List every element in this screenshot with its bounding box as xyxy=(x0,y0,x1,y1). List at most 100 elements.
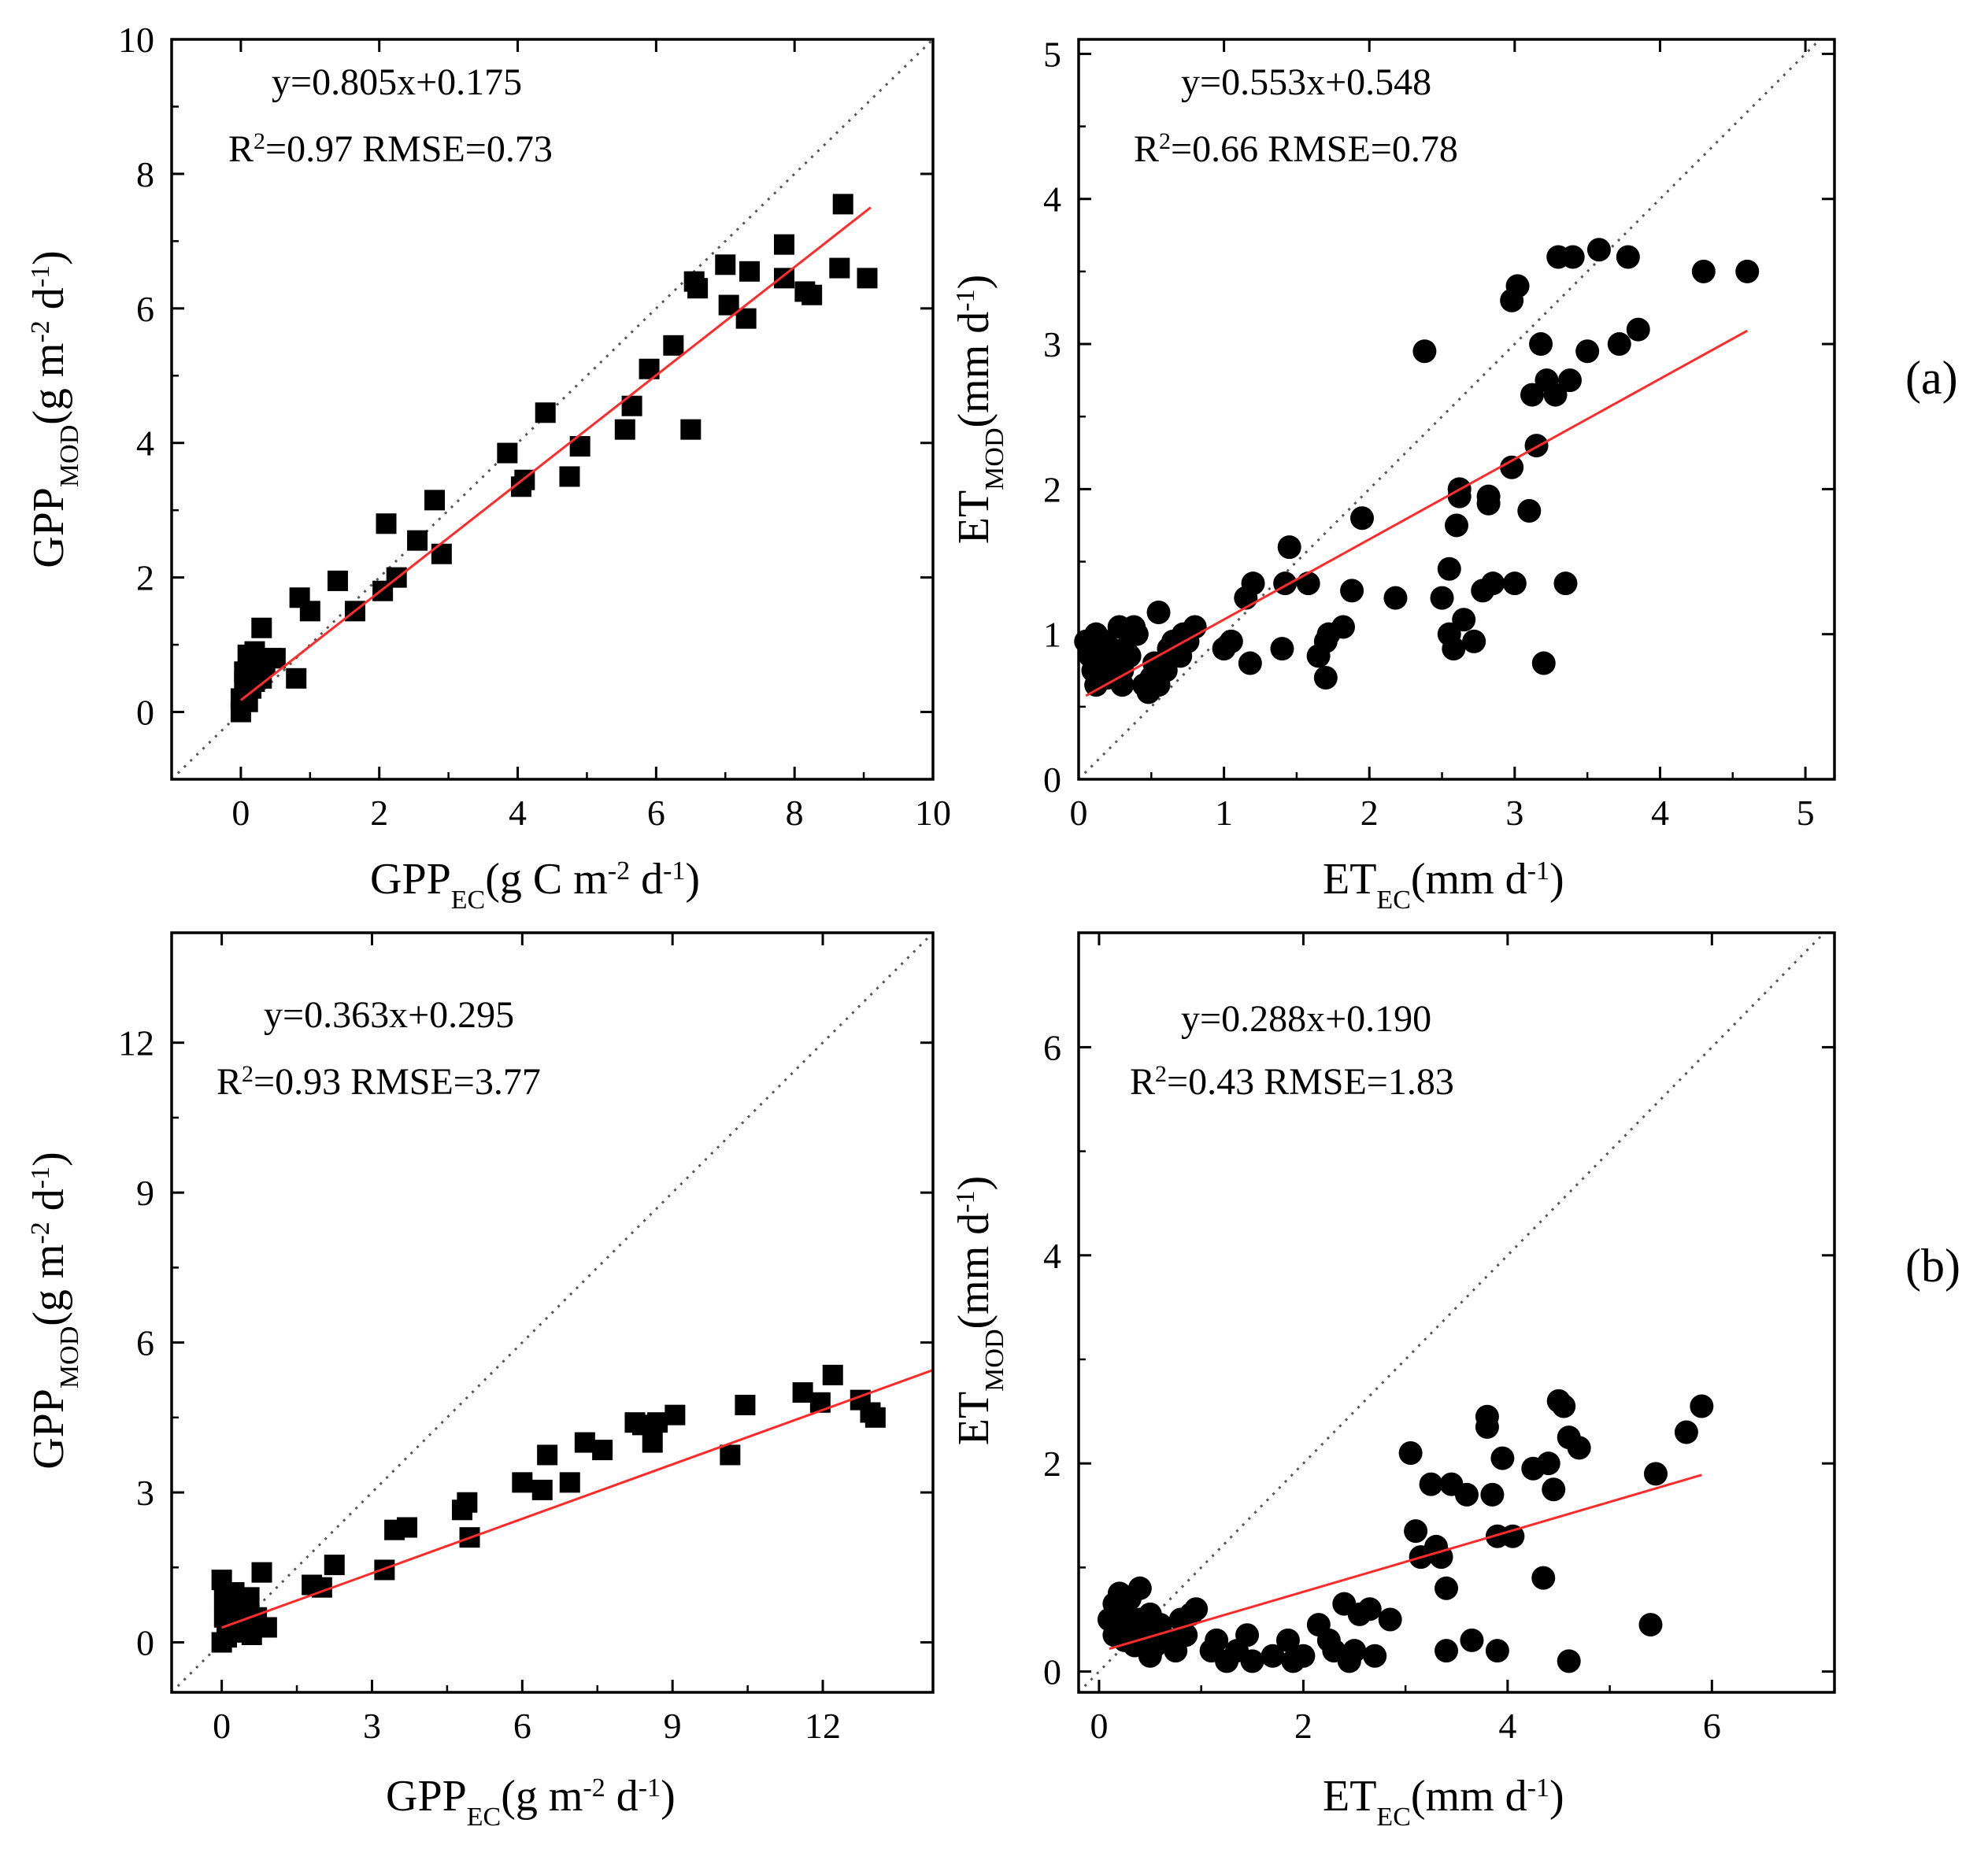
x-tick-label: 6 xyxy=(513,1706,531,1746)
fit-equation: y=0.805x+0.175 xyxy=(272,61,522,103)
y-tick-label: 9 xyxy=(136,1173,154,1213)
data-point xyxy=(720,1444,741,1466)
data-point xyxy=(1429,1545,1453,1570)
data-points xyxy=(230,194,878,723)
x-tick-label: 12 xyxy=(805,1706,841,1746)
y-tick-label: 3 xyxy=(1043,324,1061,364)
x-tick-label: 8 xyxy=(786,793,804,833)
data-point xyxy=(680,419,702,440)
data-point xyxy=(1481,571,1505,596)
x-axis-label: ETEC(mm d-1) xyxy=(1323,1772,1564,1832)
data-point xyxy=(1419,1472,1443,1496)
panel-label-b: (b) xyxy=(1905,1240,1960,1292)
data-point xyxy=(739,261,761,282)
data-point xyxy=(1553,571,1578,596)
y-tick-label: 0 xyxy=(136,1623,154,1663)
data-point xyxy=(1127,1576,1152,1600)
data-point xyxy=(1331,615,1355,639)
y-tick-label: 4 xyxy=(1043,1236,1061,1276)
data-point xyxy=(1690,1394,1714,1418)
data-point xyxy=(1517,499,1542,523)
data-point xyxy=(1536,1451,1560,1476)
y-tick-label: 6 xyxy=(1043,1027,1061,1067)
data-point xyxy=(251,1562,272,1583)
data-point xyxy=(1357,1597,1382,1621)
fit-equation: y=0.363x+0.295 xyxy=(264,994,514,1036)
data-point xyxy=(1437,557,1461,581)
fit-statistics: R2=0.97 RMSE=0.73 xyxy=(228,128,553,171)
data-point xyxy=(1567,1436,1591,1460)
data-point xyxy=(286,667,307,689)
data-point xyxy=(1296,571,1320,596)
data-point xyxy=(1445,513,1468,538)
data-point xyxy=(424,490,446,511)
data-point xyxy=(497,442,518,464)
data-point xyxy=(647,1412,668,1433)
axes-frame xyxy=(1077,38,1836,781)
data-point xyxy=(1638,1613,1663,1637)
data-point xyxy=(1626,317,1650,342)
y-tick-label: 6 xyxy=(136,1323,154,1363)
data-point xyxy=(1146,601,1171,625)
x-tick-label: 2 xyxy=(1294,1706,1312,1746)
data-point xyxy=(1350,506,1374,531)
y-tick-label: 4 xyxy=(136,423,154,464)
data-point xyxy=(1505,274,1530,298)
data-point xyxy=(457,1492,478,1513)
data-point xyxy=(1485,1639,1509,1663)
fit-line xyxy=(239,206,872,701)
data-point xyxy=(1342,1639,1367,1663)
x-tick-label: 2 xyxy=(370,793,388,833)
y-tick-label: 0 xyxy=(1043,1652,1061,1692)
x-axis-label: GPPEC(g C m-2 d-1) xyxy=(370,855,700,915)
data-point xyxy=(1560,245,1585,269)
data-point xyxy=(857,268,878,289)
x-tick-label: 5 xyxy=(1797,793,1815,833)
data-point xyxy=(1205,1628,1229,1652)
data-point xyxy=(1475,1414,1499,1439)
data-point xyxy=(239,1587,260,1608)
data-point xyxy=(251,617,272,638)
data-point xyxy=(1435,1639,1459,1663)
x-axis-label: GPPEC(g m-2 d-1) xyxy=(386,1772,676,1832)
y-tick-label: 2 xyxy=(1043,469,1061,509)
data-point xyxy=(1462,629,1486,653)
fit-statistics: R2=0.93 RMSE=3.77 xyxy=(217,1061,541,1104)
subplot-gpp-top: 0 2 4 6 8 10 0 2 4 6 8 10 y=0.805x+0.175 R2=0.97 RMSE… xyxy=(24,20,951,915)
x-axis-label: ETEC(mm d-1) xyxy=(1323,855,1564,915)
data-point xyxy=(1340,579,1364,603)
data-point xyxy=(1275,1628,1300,1652)
data-point xyxy=(1442,637,1466,661)
data-point xyxy=(1277,535,1301,560)
data-points xyxy=(1097,1389,1714,1673)
x-tick-label: 4 xyxy=(1498,1706,1516,1746)
data-point xyxy=(376,513,397,534)
y-tick-label: 6 xyxy=(136,289,154,329)
data-point xyxy=(642,1432,663,1453)
data-point xyxy=(1575,339,1600,364)
fit-statistics: R2=0.43 RMSE=1.83 xyxy=(1130,1061,1454,1104)
x-tick-label: 3 xyxy=(363,1706,381,1746)
data-point xyxy=(1542,1477,1566,1502)
axes-frame xyxy=(170,38,935,781)
y-tick-label: 2 xyxy=(136,558,154,598)
x-tick-label: 6 xyxy=(647,793,665,833)
x-tick-label: 3 xyxy=(1505,793,1523,833)
data-point xyxy=(1383,586,1408,610)
data-point xyxy=(1117,644,1142,668)
data-point xyxy=(1412,339,1437,364)
data-point xyxy=(559,466,580,487)
data-point xyxy=(1529,332,1553,357)
data-point xyxy=(1476,484,1501,508)
data-point xyxy=(1124,622,1149,646)
data-point xyxy=(864,1407,886,1428)
data-point xyxy=(1363,1644,1387,1668)
data-point xyxy=(1586,238,1611,262)
data-point xyxy=(1404,1519,1428,1544)
one-to-one-line xyxy=(172,933,933,1692)
data-point xyxy=(1153,658,1178,682)
data-point xyxy=(822,1364,843,1385)
data-point xyxy=(324,1555,345,1576)
data-point xyxy=(1607,332,1631,357)
